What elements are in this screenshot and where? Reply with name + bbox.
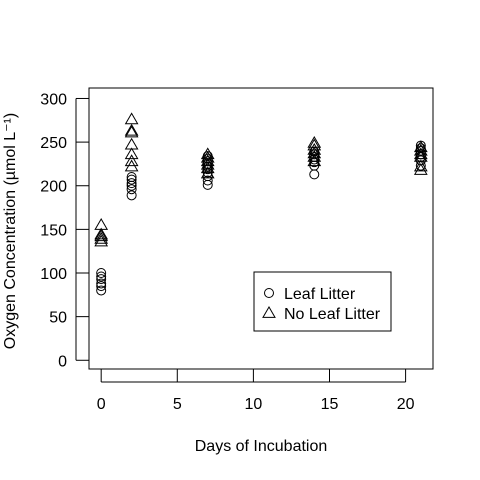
triangle-point xyxy=(200,161,215,174)
circle-point xyxy=(126,172,137,183)
triangle-point xyxy=(413,149,428,162)
triangle-point xyxy=(200,150,215,163)
x-axis-title: Days of Incubation xyxy=(195,438,328,455)
triangle-point xyxy=(124,125,139,138)
y-tick-label: 100 xyxy=(40,266,67,283)
circle-point xyxy=(126,174,137,185)
y-tick-label: 250 xyxy=(40,135,67,152)
data-points xyxy=(94,112,428,296)
triangle-point xyxy=(94,218,109,230)
circle-point xyxy=(126,184,137,195)
triangle-point xyxy=(124,154,139,167)
triangle-point xyxy=(307,142,322,155)
plot-frame xyxy=(88,87,434,370)
triangle-point xyxy=(200,147,215,160)
circle-point xyxy=(96,268,107,279)
x-tick-label: 20 xyxy=(397,396,415,413)
triangle-point xyxy=(124,137,139,150)
legend-label: Leaf Litter xyxy=(284,286,356,303)
y-tick-label: 0 xyxy=(58,353,67,370)
series-triangle xyxy=(94,112,428,247)
legend-box xyxy=(253,271,392,332)
circle-point xyxy=(309,169,320,180)
triangle-point xyxy=(94,231,109,244)
triangle-point xyxy=(413,147,428,160)
circle-point xyxy=(96,274,107,285)
triangle-point xyxy=(94,229,109,242)
x-tick-label: 5 xyxy=(173,396,182,413)
circle-point xyxy=(126,178,137,189)
y-axis: 0 50 100 150 200 250 300 xyxy=(40,91,89,370)
triangle-point xyxy=(413,163,428,175)
triangle-point xyxy=(124,147,139,160)
legend-label: No Leaf Litter xyxy=(284,306,381,323)
y-tick-label: 150 xyxy=(40,222,67,239)
circle-point xyxy=(96,278,107,289)
triangle-point xyxy=(307,149,322,162)
legend-circle-symbol xyxy=(264,288,274,298)
triangle-point xyxy=(307,138,322,151)
triangle-point xyxy=(413,140,428,153)
y-tick-label: 200 xyxy=(40,179,67,196)
triangle-point xyxy=(124,123,139,136)
x-axis: 0 5 10 15 20 xyxy=(97,369,415,413)
y-axis-title: Oxygen Concentration (µmol L⁻¹) xyxy=(2,113,19,349)
circle-point xyxy=(126,190,137,201)
triangle-point xyxy=(307,135,322,148)
triangle-point xyxy=(124,112,139,125)
circle-point xyxy=(96,285,107,296)
circle-point xyxy=(96,271,107,282)
circle-point xyxy=(202,175,213,186)
triangle-point xyxy=(307,146,322,159)
triangle-point xyxy=(413,159,428,172)
triangle-point xyxy=(94,227,109,240)
legend: Leaf Litter No Leaf Litter xyxy=(253,271,392,332)
x-tick-label: 0 xyxy=(97,396,106,413)
triangle-point xyxy=(200,157,215,170)
triangle-point xyxy=(200,154,215,167)
circle-point xyxy=(96,281,107,292)
legend-triangle-symbol xyxy=(262,306,276,318)
triangle-point xyxy=(307,154,322,167)
y-tick-label: 300 xyxy=(40,91,67,108)
y-tick-label: 50 xyxy=(49,310,67,327)
legend-items: Leaf Litter No Leaf Litter xyxy=(262,286,381,323)
triangle-point xyxy=(413,143,428,156)
x-tick-label: 15 xyxy=(321,396,339,413)
x-tick-label: 10 xyxy=(244,396,262,413)
